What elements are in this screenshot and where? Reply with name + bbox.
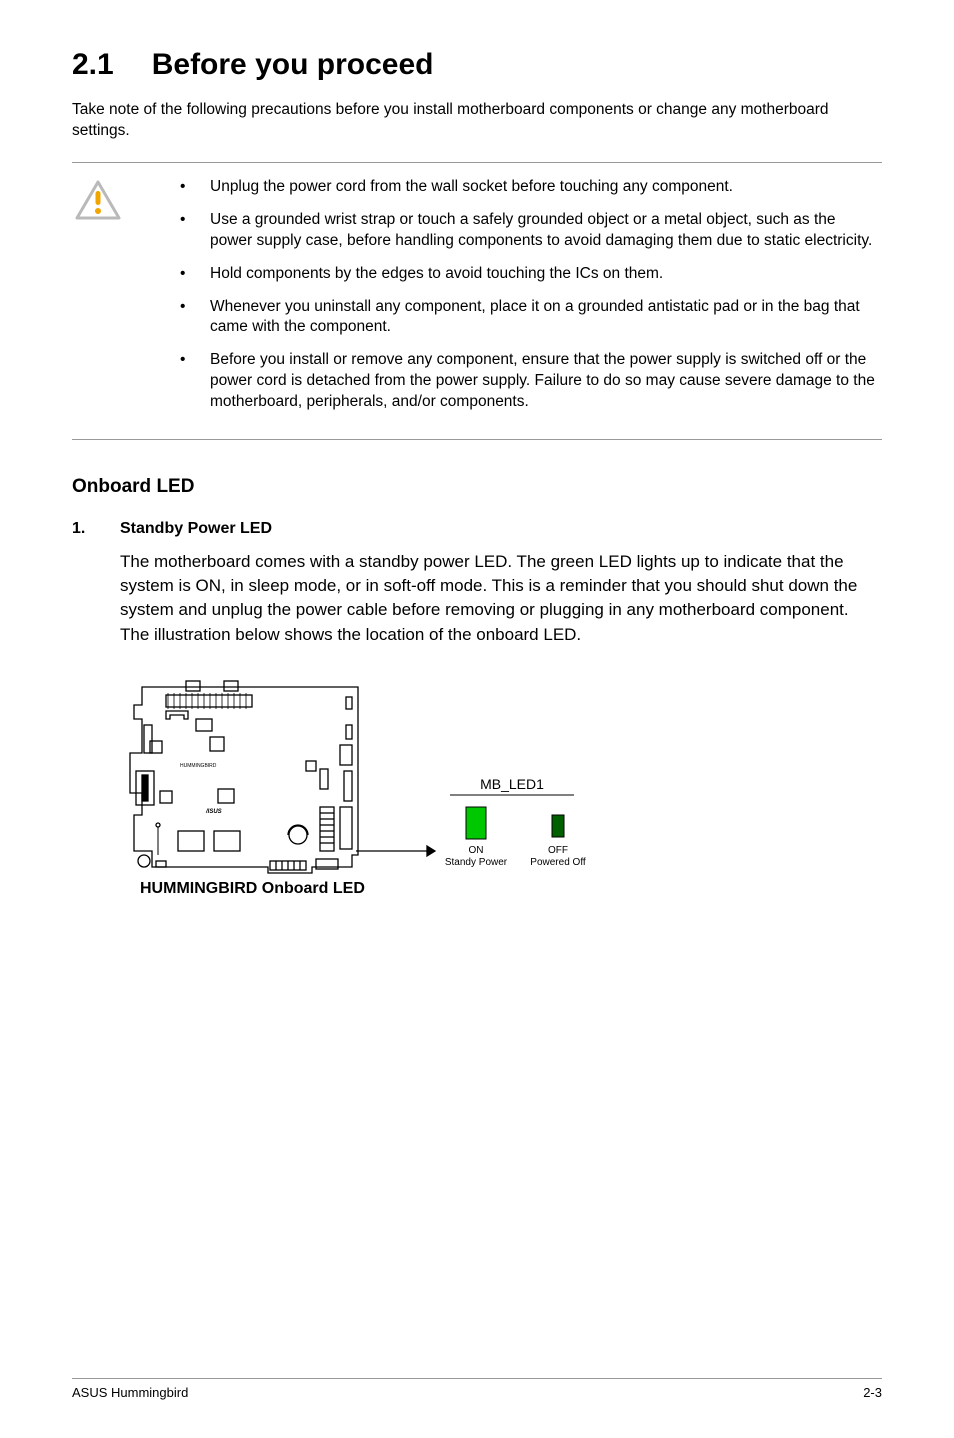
warning-bullet-list: Unplug the power cord from the wall sock… <box>136 177 882 413</box>
section-title-text: Before you proceed <box>152 48 434 81</box>
on-label-bottom: Standy Power <box>445 857 508 868</box>
footer-left: ASUS Hummingbird <box>72 1385 188 1400</box>
onboard-led-heading: Onboard LED <box>72 476 882 498</box>
warning-icon <box>72 177 136 425</box>
warning-bullet: Before you install or remove any compone… <box>180 350 882 413</box>
off-label-bottom: Powered Off <box>530 857 586 868</box>
section-number: 2.1 <box>72 48 114 82</box>
section-intro: Take note of the following precautions b… <box>72 100 882 142</box>
warning-callout: Unplug the power cord from the wall sock… <box>72 162 882 440</box>
warning-bullet: Whenever you uninstall any component, pl… <box>180 297 882 339</box>
numbered-item-number: 1. <box>72 520 120 647</box>
off-label-top: OFF <box>548 845 568 856</box>
page-footer: ASUS Hummingbird 2-3 <box>72 1378 882 1400</box>
warning-bullet: Use a grounded wrist strap or touch a sa… <box>180 210 882 252</box>
diagram-caption: HUMMINGBIRD Onboard LED <box>140 880 365 897</box>
board-label: HUMMINGBIRD <box>180 763 217 769</box>
on-label-top: ON <box>469 845 484 856</box>
svg-text:/ISUS: /ISUS <box>205 809 222 815</box>
warning-bullet: Hold components by the edges to avoid to… <box>180 264 882 285</box>
onboard-led-diagram: HUMMINGBIRD /ISUS <box>120 675 882 920</box>
warning-bullet: Unplug the power cord from the wall sock… <box>180 177 882 198</box>
footer-right: 2-3 <box>863 1385 882 1400</box>
section-title: 2.1 Before you proceed <box>72 48 882 82</box>
led-label: MB_LED1 <box>480 776 544 792</box>
numbered-item: 1. Standby Power LED The motherboard com… <box>72 520 882 647</box>
numbered-item-title: Standby Power LED <box>120 520 882 538</box>
numbered-item-para: The motherboard comes with a standby pow… <box>120 550 882 647</box>
